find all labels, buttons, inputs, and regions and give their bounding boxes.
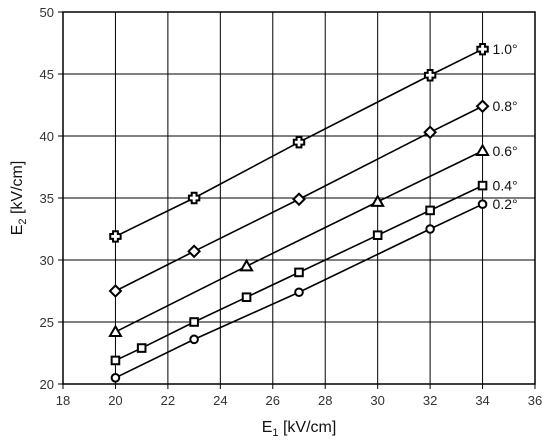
y-tick-label: 45: [40, 67, 54, 82]
y-tick-label: 50: [40, 5, 54, 20]
data-point: [476, 43, 489, 56]
data-point: [187, 244, 202, 259]
series-circle: 0.2°: [110, 196, 518, 383]
series-diamond: 0.8°: [108, 98, 518, 298]
data-point: [239, 258, 254, 272]
data-point: [109, 230, 122, 243]
data-point: [475, 99, 490, 114]
series-label: 1.0°: [493, 41, 518, 57]
x-tick-label: 24: [213, 393, 227, 408]
series-square: 0.4°: [110, 178, 518, 366]
x-axis-title-main: E: [262, 419, 273, 436]
data-point: [292, 192, 306, 207]
data-point: [477, 180, 488, 191]
y-tick-label: 20: [40, 377, 54, 392]
data-point: [477, 199, 488, 209]
x-tick-label: 28: [318, 393, 332, 408]
series-triangle: 0.6°: [108, 143, 518, 338]
series-label: 0.4°: [493, 178, 518, 194]
data-point: [189, 334, 199, 345]
x-tick-label: 30: [370, 393, 384, 408]
x-axis-title-sub: 1: [272, 427, 278, 439]
data-point: [136, 343, 147, 353]
y-tick-label: 35: [40, 191, 54, 206]
x-axis-ticks: 18 20 22 24 26 28 30 32 34 36: [56, 384, 542, 408]
series-line: [115, 184, 483, 362]
x-tick-label: 26: [266, 393, 280, 408]
x-tick-label: 36: [528, 393, 542, 408]
series-line: [115, 150, 483, 333]
series-layer: 1.0° 0.8° 0.6° 0.4° 0.2°: [108, 41, 518, 383]
data-point: [294, 267, 304, 278]
data-point: [294, 287, 304, 298]
y-axis-title-rest: [kV/cm]: [9, 161, 26, 219]
series-label: 0.2°: [493, 196, 518, 212]
y-axis-title-sub: 2: [17, 218, 29, 224]
series-cross: 1.0°: [109, 41, 518, 243]
y-axis-title: E2 [kV/cm]: [9, 161, 29, 236]
data-point: [425, 224, 435, 234]
y-tick-label: 40: [40, 129, 54, 144]
data-point: [292, 136, 306, 149]
data-point: [108, 324, 123, 338]
data-point: [241, 292, 252, 302]
data-point: [110, 373, 121, 383]
data-point: [110, 355, 121, 366]
data-point: [108, 284, 123, 298]
x-tick-label: 32: [423, 393, 437, 408]
data-point: [189, 317, 199, 327]
data-point: [187, 191, 201, 205]
y-axis-title-main: E: [9, 225, 26, 236]
data-point: [425, 205, 435, 216]
y-tick-label: 25: [40, 315, 54, 330]
x-axis-title: E1 [kV/cm]: [262, 419, 337, 439]
y-tick-label: 30: [40, 253, 54, 268]
y-axis-ticks: 20 25 30 35 40 45 50: [40, 5, 63, 392]
x-tick-label: 18: [56, 393, 70, 408]
series-label: 0.8°: [493, 98, 518, 114]
data-point: [423, 125, 438, 140]
x-axis-title-rest: [kV/cm]: [279, 419, 337, 436]
x-tick-label: 34: [475, 393, 489, 408]
data-point: [475, 143, 490, 157]
data-point: [423, 69, 437, 82]
x-tick-label: 20: [108, 393, 122, 408]
x-tick-label: 22: [161, 393, 175, 408]
series-label: 0.6°: [493, 143, 518, 159]
data-point: [372, 230, 383, 240]
data-point: [370, 194, 385, 207]
